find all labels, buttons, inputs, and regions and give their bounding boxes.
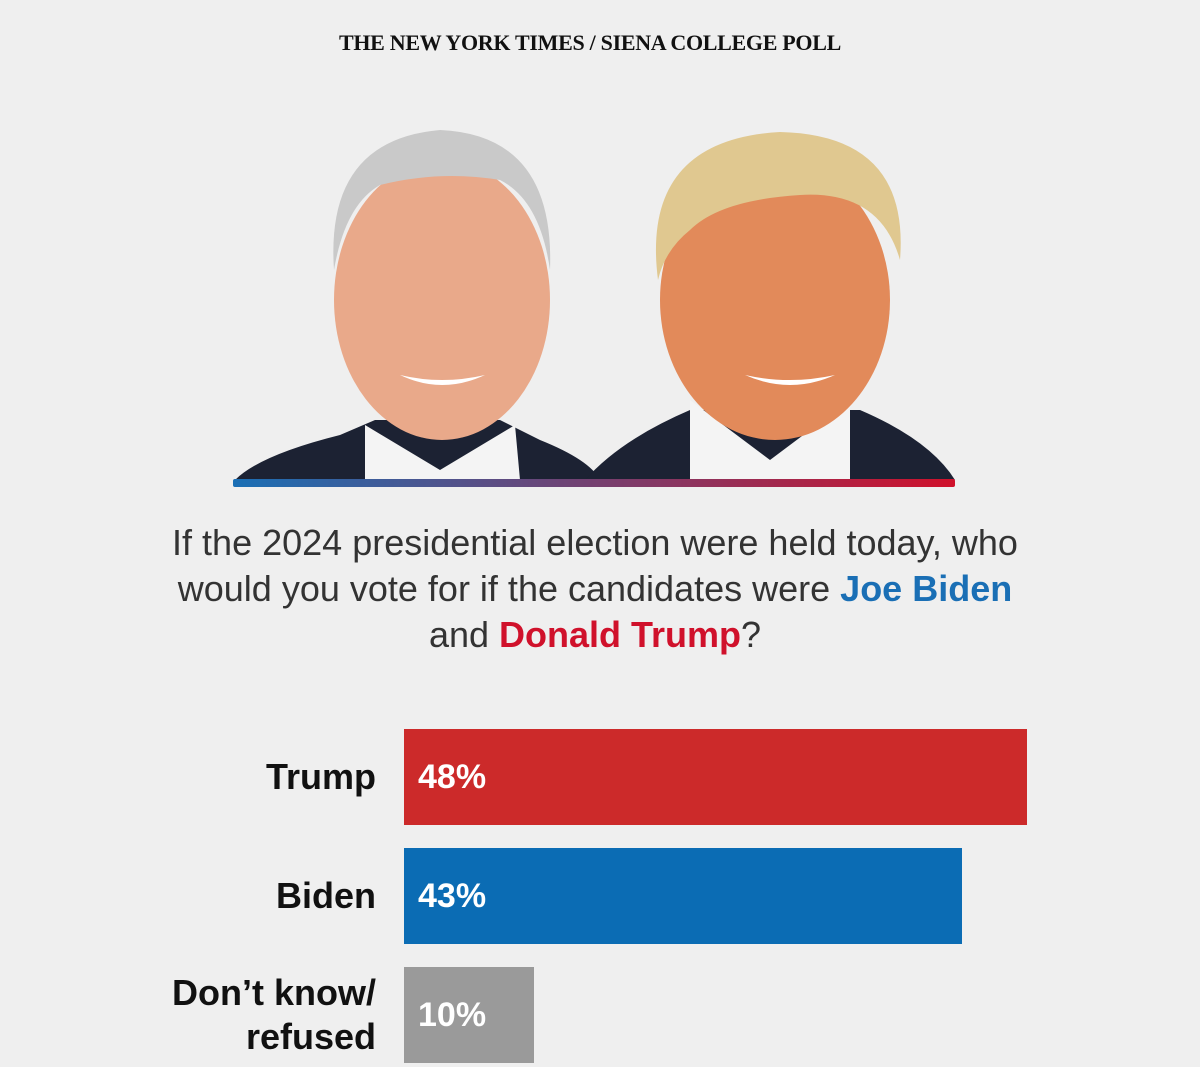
question-part: and — [428, 614, 490, 655]
category-label: Biden — [275, 875, 376, 916]
portraits — [233, 130, 955, 487]
bar — [404, 967, 534, 1063]
category-label: Don’t know/ refused — [172, 972, 376, 1057]
question: If the 2024 presidential election were h… — [150, 520, 1040, 658]
category-label: Trump — [265, 756, 376, 797]
question-part: If the 2024 presidential election were h… — [172, 522, 1018, 609]
bar — [404, 848, 963, 944]
question-part: Joe Biden — [840, 568, 1013, 609]
value-label: 48% — [418, 757, 487, 796]
chart-title: THE NEW YORK TIMES / SIENA COLLEGE POLL — [339, 30, 841, 55]
question-part: Donald Trump — [499, 614, 742, 655]
question-part: ? — [741, 614, 762, 655]
bar — [404, 729, 1028, 825]
value-label: 10% — [418, 995, 487, 1034]
value-label: 43% — [418, 876, 487, 915]
